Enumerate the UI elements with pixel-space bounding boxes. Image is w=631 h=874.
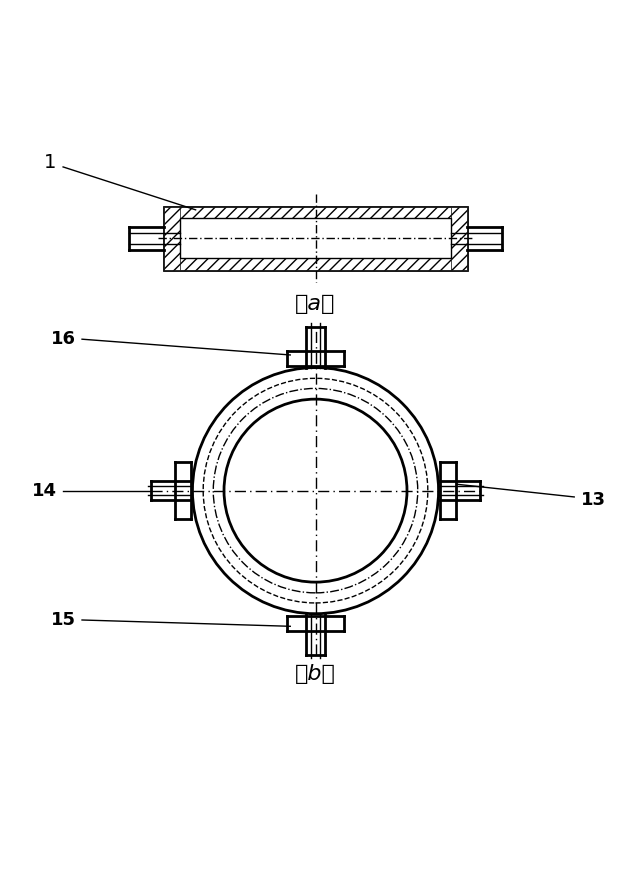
- Text: 14: 14: [32, 482, 57, 500]
- Bar: [180, 218, 451, 259]
- Bar: [164, 206, 180, 270]
- Bar: [164, 259, 467, 270]
- Text: 13: 13: [581, 491, 606, 509]
- Bar: [164, 206, 467, 218]
- Text: 1: 1: [44, 153, 57, 172]
- Text: （a）: （a）: [295, 295, 336, 315]
- Bar: [451, 206, 467, 270]
- Text: 16: 16: [50, 330, 76, 348]
- Text: 15: 15: [50, 611, 76, 629]
- Bar: [164, 206, 467, 270]
- Text: （b）: （b）: [295, 663, 336, 683]
